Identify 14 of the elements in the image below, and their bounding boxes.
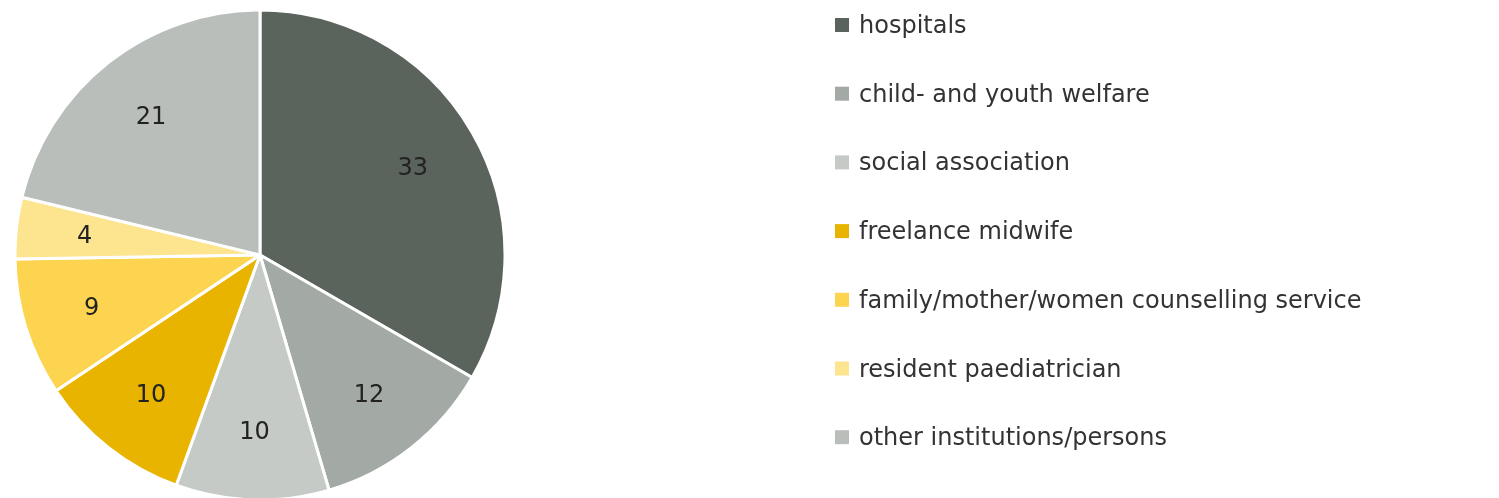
data-label: 21 <box>135 102 167 131</box>
data-label: 9 <box>83 293 100 322</box>
legend-label: family/mother/women counselling service <box>859 285 1362 314</box>
data-label: 33 <box>397 152 429 181</box>
data-label: 4 <box>77 221 93 250</box>
legend-label: resident paediatrician <box>859 354 1122 383</box>
legend-label: hospitals <box>859 11 967 39</box>
data-label: 10 <box>239 417 270 446</box>
data-label: 12 <box>353 379 385 408</box>
legend-label: child- and youth welfare <box>859 79 1150 108</box>
legend-label: social association <box>859 148 1070 177</box>
legend-label: other institutions/persons <box>859 423 1167 452</box>
legend-label: freelance midwife <box>859 217 1074 246</box>
data-label: 10 <box>135 379 167 408</box>
